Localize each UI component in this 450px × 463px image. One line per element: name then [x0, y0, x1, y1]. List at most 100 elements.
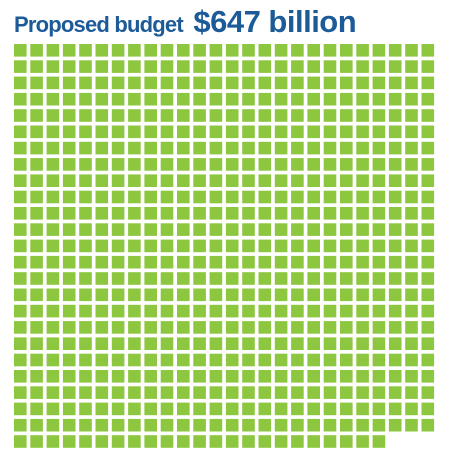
waffle-square: [30, 272, 43, 285]
waffle-square: [372, 158, 386, 171]
waffle-square: [323, 174, 337, 187]
waffle-square: [405, 158, 418, 171]
waffle-square: [242, 370, 255, 383]
waffle-square: [340, 337, 353, 350]
waffle-square: [291, 402, 304, 416]
waffle-square: [307, 321, 320, 334]
waffle-square: [225, 76, 239, 90]
waffle-square: [242, 272, 255, 285]
waffle-square: [30, 386, 43, 399]
waffle-square: [160, 386, 174, 399]
waffle-square: [111, 190, 125, 204]
waffle-square: [291, 109, 304, 122]
waffle-square: [307, 386, 320, 399]
waffle-square: [225, 60, 239, 73]
waffle-square: [323, 76, 337, 90]
waffle-square: [30, 435, 43, 448]
waffle-square: [356, 190, 369, 204]
waffle-square: [405, 109, 418, 122]
waffle-square: [258, 190, 272, 204]
waffle-square: [421, 109, 435, 122]
waffle-square: [421, 402, 435, 416]
waffle-square: [388, 418, 402, 432]
waffle-square: [307, 92, 320, 106]
waffle-square: [160, 370, 174, 383]
waffle-square: [291, 158, 304, 171]
waffle-square: [111, 158, 125, 171]
waffle-square: [111, 386, 125, 399]
waffle-square: [225, 190, 239, 204]
waffle-square: [144, 44, 157, 57]
waffle-square: [193, 190, 206, 204]
waffle-square: [193, 255, 206, 269]
waffle-square: [144, 255, 157, 269]
waffle-square: [177, 304, 190, 318]
waffle-square: [340, 207, 353, 220]
waffle-square: [242, 402, 255, 416]
waffle-square: [160, 353, 174, 367]
waffle-square: [128, 60, 141, 73]
waffle-square: [95, 255, 109, 269]
waffle-square: [258, 321, 272, 334]
waffle-square: [193, 370, 206, 383]
waffle-square: [209, 109, 223, 122]
waffle-square: [405, 272, 418, 285]
waffle-square: [62, 353, 76, 367]
waffle-square: [128, 255, 141, 269]
waffle-square: [128, 239, 141, 253]
waffle-square: [128, 435, 141, 448]
waffle-square: [388, 321, 402, 334]
waffle-square: [356, 158, 369, 171]
waffle-square: [291, 92, 304, 106]
waffle-square: [274, 44, 288, 57]
waffle-square: [209, 223, 223, 236]
waffle-square: [356, 321, 369, 334]
waffle-square: [79, 60, 92, 73]
waffle-square: [79, 386, 92, 399]
waffle-square: [193, 141, 206, 155]
waffle-square: [128, 418, 141, 432]
waffle-square: [225, 125, 239, 139]
waffle-square: [225, 158, 239, 171]
waffle-square: [160, 60, 174, 73]
waffle-square: [405, 44, 418, 57]
waffle-square: [193, 158, 206, 171]
waffle-square: [388, 92, 402, 106]
waffle-square: [14, 109, 27, 122]
waffle-square: [323, 370, 337, 383]
waffle-square: [274, 174, 288, 187]
waffle-square: [421, 125, 435, 139]
waffle-square: [291, 418, 304, 432]
waffle-square: [340, 125, 353, 139]
waffle-square: [421, 92, 435, 106]
waffle-square: [242, 141, 255, 155]
waffle-square: [388, 353, 402, 367]
waffle-square: [372, 418, 386, 432]
waffle-square: [372, 207, 386, 220]
waffle-square: [30, 337, 43, 350]
waffle-square: [356, 418, 369, 432]
waffle-square: [79, 288, 92, 302]
waffle-square: [209, 239, 223, 253]
waffle-square: [274, 435, 288, 448]
waffle-square: [79, 223, 92, 236]
waffle-square: [46, 109, 60, 122]
waffle-square: [323, 125, 337, 139]
waffle-square: [307, 304, 320, 318]
chart-title: Proposed budget: [14, 12, 184, 37]
waffle-square: [95, 174, 109, 187]
waffle-square: [62, 125, 76, 139]
waffle-square: [144, 337, 157, 350]
waffle-square: [46, 370, 60, 383]
waffle-square: [62, 370, 76, 383]
waffle-square: [128, 141, 141, 155]
waffle-square: [405, 255, 418, 269]
waffle-square: [307, 288, 320, 302]
waffle-square: [111, 109, 125, 122]
waffle-square: [421, 239, 435, 253]
waffle-square: [340, 304, 353, 318]
waffle-square: [62, 174, 76, 187]
waffle-square: [193, 44, 206, 57]
waffle-square: [30, 60, 43, 73]
waffle-square: [111, 435, 125, 448]
